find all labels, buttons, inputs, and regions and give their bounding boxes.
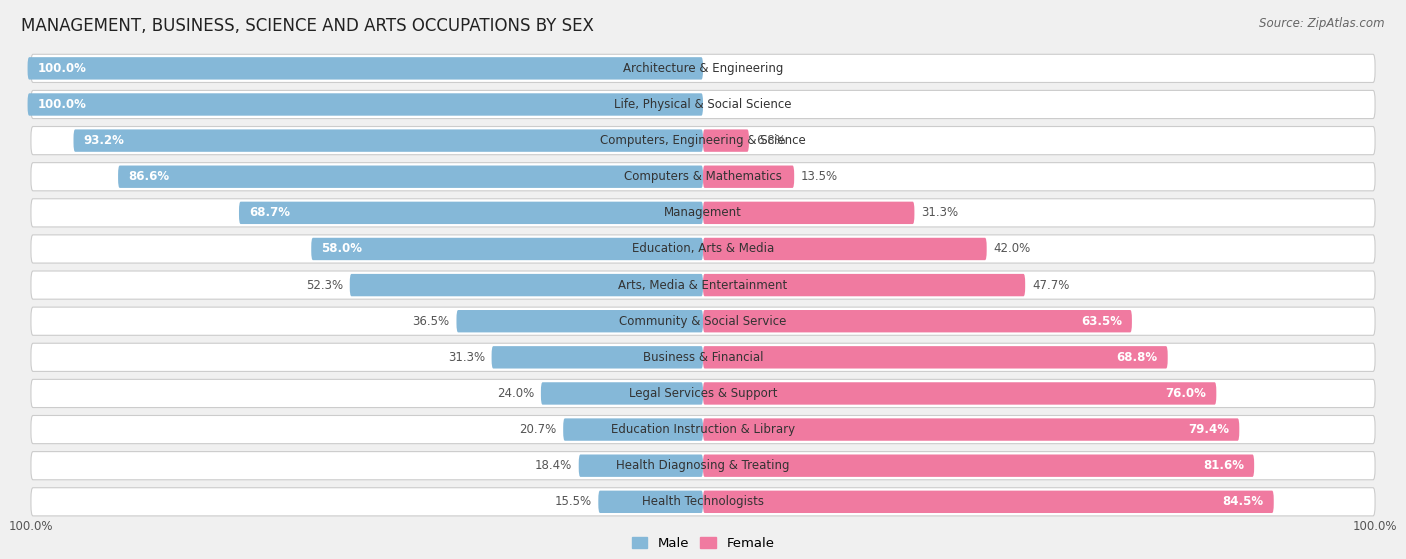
Text: 42.0%: 42.0%: [994, 243, 1031, 255]
Text: 31.3%: 31.3%: [447, 351, 485, 364]
FancyBboxPatch shape: [31, 163, 1375, 191]
FancyBboxPatch shape: [599, 491, 703, 513]
Text: 84.5%: 84.5%: [1222, 495, 1264, 508]
FancyBboxPatch shape: [703, 491, 1274, 513]
Text: Health Technologists: Health Technologists: [643, 495, 763, 508]
Text: 68.7%: 68.7%: [249, 206, 290, 219]
FancyBboxPatch shape: [239, 202, 703, 224]
FancyBboxPatch shape: [31, 452, 1375, 480]
Text: Management: Management: [664, 206, 742, 219]
Text: 15.5%: 15.5%: [554, 495, 592, 508]
FancyBboxPatch shape: [703, 346, 1168, 368]
FancyBboxPatch shape: [457, 310, 703, 333]
Legend: Male, Female: Male, Female: [626, 532, 780, 556]
FancyBboxPatch shape: [31, 380, 1375, 408]
FancyBboxPatch shape: [31, 199, 1375, 227]
FancyBboxPatch shape: [703, 238, 987, 260]
Text: Arts, Media & Entertainment: Arts, Media & Entertainment: [619, 278, 787, 292]
Text: Education Instruction & Library: Education Instruction & Library: [612, 423, 794, 436]
Text: 31.3%: 31.3%: [921, 206, 959, 219]
FancyBboxPatch shape: [31, 487, 1375, 516]
Text: Education, Arts & Media: Education, Arts & Media: [631, 243, 775, 255]
FancyBboxPatch shape: [118, 165, 703, 188]
Text: 86.6%: 86.6%: [128, 170, 169, 183]
Text: MANAGEMENT, BUSINESS, SCIENCE AND ARTS OCCUPATIONS BY SEX: MANAGEMENT, BUSINESS, SCIENCE AND ARTS O…: [21, 17, 593, 35]
FancyBboxPatch shape: [31, 271, 1375, 299]
FancyBboxPatch shape: [703, 310, 1132, 333]
FancyBboxPatch shape: [492, 346, 703, 368]
Text: Architecture & Engineering: Architecture & Engineering: [623, 62, 783, 75]
FancyBboxPatch shape: [703, 202, 914, 224]
Text: 24.0%: 24.0%: [496, 387, 534, 400]
FancyBboxPatch shape: [703, 382, 1216, 405]
Text: 93.2%: 93.2%: [83, 134, 125, 147]
Text: 100.0%: 100.0%: [38, 98, 87, 111]
FancyBboxPatch shape: [564, 418, 703, 440]
FancyBboxPatch shape: [541, 382, 703, 405]
Text: 68.8%: 68.8%: [1116, 351, 1157, 364]
FancyBboxPatch shape: [31, 91, 1375, 119]
FancyBboxPatch shape: [703, 274, 1025, 296]
Text: Source: ZipAtlas.com: Source: ZipAtlas.com: [1260, 17, 1385, 30]
FancyBboxPatch shape: [31, 54, 1375, 83]
FancyBboxPatch shape: [703, 130, 749, 152]
FancyBboxPatch shape: [311, 238, 703, 260]
Text: 63.5%: 63.5%: [1081, 315, 1122, 328]
FancyBboxPatch shape: [31, 415, 1375, 444]
FancyBboxPatch shape: [703, 418, 1239, 440]
FancyBboxPatch shape: [703, 454, 1254, 477]
Text: 47.7%: 47.7%: [1032, 278, 1070, 292]
Text: Community & Social Service: Community & Social Service: [619, 315, 787, 328]
FancyBboxPatch shape: [31, 235, 1375, 263]
Text: Life, Physical & Social Science: Life, Physical & Social Science: [614, 98, 792, 111]
Text: 79.4%: 79.4%: [1188, 423, 1229, 436]
Text: 18.4%: 18.4%: [534, 459, 572, 472]
FancyBboxPatch shape: [31, 307, 1375, 335]
Text: 81.6%: 81.6%: [1204, 459, 1244, 472]
FancyBboxPatch shape: [579, 454, 703, 477]
Text: 58.0%: 58.0%: [322, 243, 363, 255]
FancyBboxPatch shape: [703, 165, 794, 188]
FancyBboxPatch shape: [350, 274, 703, 296]
FancyBboxPatch shape: [31, 343, 1375, 371]
FancyBboxPatch shape: [73, 130, 703, 152]
Text: Computers & Mathematics: Computers & Mathematics: [624, 170, 782, 183]
Text: 100.0%: 100.0%: [8, 520, 53, 533]
Text: Health Diagnosing & Treating: Health Diagnosing & Treating: [616, 459, 790, 472]
FancyBboxPatch shape: [31, 126, 1375, 155]
Text: 13.5%: 13.5%: [801, 170, 838, 183]
Text: Legal Services & Support: Legal Services & Support: [628, 387, 778, 400]
Text: Business & Financial: Business & Financial: [643, 351, 763, 364]
Text: 52.3%: 52.3%: [307, 278, 343, 292]
Text: 36.5%: 36.5%: [412, 315, 450, 328]
Text: 20.7%: 20.7%: [519, 423, 557, 436]
Text: 100.0%: 100.0%: [1353, 520, 1398, 533]
FancyBboxPatch shape: [28, 93, 703, 116]
FancyBboxPatch shape: [28, 57, 703, 79]
Text: 6.8%: 6.8%: [755, 134, 786, 147]
Text: 76.0%: 76.0%: [1166, 387, 1206, 400]
Text: 100.0%: 100.0%: [38, 62, 87, 75]
Text: Computers, Engineering & Science: Computers, Engineering & Science: [600, 134, 806, 147]
